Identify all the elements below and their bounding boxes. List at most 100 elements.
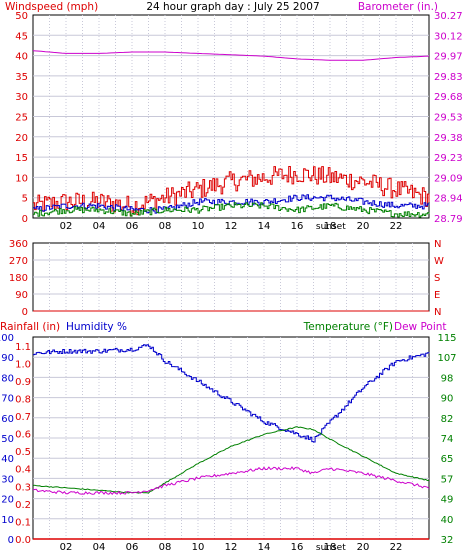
windspeed-axis-title: Windspeed (mph): [5, 1, 98, 13]
wind-panel-x-tick-label: 18: [324, 221, 337, 232]
climate-panel-x-tick-label: 02: [60, 542, 73, 553]
wind-panel-x-tick-label: 16: [291, 221, 304, 232]
barometer-tick-label: 28.79: [434, 214, 463, 225]
climate-panel-x-tick-label: 14: [258, 542, 271, 553]
climate-panel-x-tick-label: 12: [225, 542, 238, 553]
humidity-tick-label: 40: [1, 454, 14, 465]
dewpoint-axis-title: Dew Point: [394, 321, 447, 333]
humidity-tick-label: 30: [1, 474, 14, 485]
humidity-tick-label: 10: [1, 515, 14, 526]
compass-tick-label: E: [434, 290, 440, 301]
rainfall-tick-label: 1.1: [15, 342, 31, 353]
temperature-tick-label: 40: [441, 515, 454, 526]
barometer-tick-label: 29.23: [434, 153, 463, 164]
climate-panel-sunset-label: sunset: [316, 543, 346, 553]
windspeed-tick-label: 45: [15, 31, 28, 42]
barometer-tick-label: 29.38: [434, 133, 463, 144]
humidity-tick-label: 20: [1, 495, 14, 506]
temperature-tick-label: 115: [437, 333, 456, 344]
humidity-tick-label: 90: [1, 353, 14, 364]
chart-title: 24 hour graph day : July 25 2007: [146, 1, 319, 13]
rainfall-tick-label: 0.9: [15, 377, 31, 388]
temperature-axis-title: Temperature (°F): [303, 321, 393, 333]
barometer-tick-label: 30.12: [434, 31, 463, 42]
wind-panel-x-tick-label: 14: [258, 221, 271, 232]
humidity-tick-label: 50: [1, 434, 14, 445]
temperature-tick-label: 32: [441, 535, 454, 546]
rainfall-tick-label: 1.0: [15, 359, 31, 370]
barometer-tick-label: 28.94: [434, 194, 463, 205]
climate-panel-x-tick-label: 04: [93, 542, 106, 553]
temperature-tick-label: 74: [441, 434, 454, 445]
windspeed-tick-label: 10: [15, 173, 28, 184]
wind-panel-x-tick-label: 08: [159, 221, 172, 232]
series-dew-point-line: [32, 466, 430, 495]
windspeed-tick-label: 20: [15, 133, 28, 144]
direction-tick-label: 180: [9, 273, 28, 284]
windspeed-tick-label: 5: [22, 194, 28, 205]
rainfall-tick-label: 0.0: [15, 535, 31, 546]
compass-tick-label: W: [434, 256, 444, 267]
barometer-tick-label: 29.53: [434, 113, 463, 124]
temperature-tick-label: 57: [441, 474, 454, 485]
barometer-tick-label: 29.68: [434, 92, 463, 103]
humidity-axis-title: Humidity %: [66, 321, 127, 333]
humidity-tick-label: 0: [8, 535, 14, 546]
temperature-tick-label: 98: [441, 373, 454, 384]
windspeed-tick-label: 15: [15, 153, 28, 164]
direction-tick-label: 0: [22, 307, 28, 318]
rainfall-tick-label: 0.6: [15, 430, 31, 441]
windspeed-tick-label: 25: [15, 113, 28, 124]
temperature-tick-label: 90: [441, 394, 454, 405]
climate-panel-x-tick-label: 22: [390, 542, 403, 553]
compass-tick-label: N: [434, 239, 441, 250]
wind-panel-x-tick-label: 20: [357, 221, 370, 232]
climate-panel-x-tick-label: 20: [357, 542, 370, 553]
climate-panel-x-tick-label: 18: [324, 542, 337, 553]
windspeed-tick-label: 50: [15, 11, 28, 22]
temperature-tick-label: 65: [441, 454, 454, 465]
rainfall-tick-label: 0.8: [15, 394, 31, 405]
barometer-axis-title: Barometer (in.): [358, 1, 438, 13]
humidity-tick-label: 80: [1, 373, 14, 384]
climate-panel-x-tick-label: 06: [126, 542, 139, 553]
rainfall-tick-label: 0.2: [15, 500, 31, 511]
windspeed-tick-label: 35: [15, 72, 28, 83]
windspeed-tick-label: 0: [22, 214, 28, 225]
windspeed-tick-label: 40: [15, 52, 28, 63]
wind-panel-x-tick-label: 10: [192, 221, 205, 232]
barometer-tick-label: 30.27: [434, 11, 463, 22]
direction-tick-label: 90: [15, 290, 28, 301]
direction-tick-label: 270: [9, 256, 28, 267]
wind-panel-x-tick-label: 04: [93, 221, 106, 232]
humidity-tick-label: 70: [1, 394, 14, 405]
series-humidity--line: [33, 344, 430, 443]
barometer-tick-label: 29.83: [434, 72, 463, 83]
humidity-tick-label: 60: [1, 414, 14, 425]
wind-panel-x-tick-label: 02: [60, 221, 73, 232]
barometer-tick-label: 29.97: [434, 52, 463, 63]
rainfall-tick-label: 0.3: [15, 482, 31, 493]
compass-tick-label: S: [434, 273, 440, 284]
rainfall-tick-label: 0.5: [15, 447, 31, 458]
series-barometer-in--line: [32, 50, 430, 61]
rainfall-tick-label: 0.7: [15, 412, 31, 423]
climate-panel-x-tick-label: 10: [192, 542, 205, 553]
barometer-tick-label: 29.09: [434, 173, 463, 184]
rainfall-tick-label: 0.1: [15, 517, 31, 528]
climate-panel-x-tick-label: 16: [291, 542, 304, 553]
series-blue-line: [33, 194, 430, 214]
climate-panel-x-tick-label: 08: [159, 542, 172, 553]
series-temperature-f--line: [32, 426, 430, 494]
wind-panel-sunset-label: sunset: [316, 222, 346, 232]
series-green-line: [33, 202, 430, 218]
wind-panel-x-tick-label: 12: [225, 221, 238, 232]
temperature-tick-label: 107: [437, 353, 456, 364]
rainfall-axis-title: Rainfall (in): [0, 321, 60, 333]
wind-panel-x-tick-label: 22: [390, 221, 403, 232]
compass-tick-label: N: [434, 307, 441, 318]
wind-panel-x-tick-label: 06: [126, 221, 139, 232]
windspeed-tick-label: 30: [15, 92, 28, 103]
